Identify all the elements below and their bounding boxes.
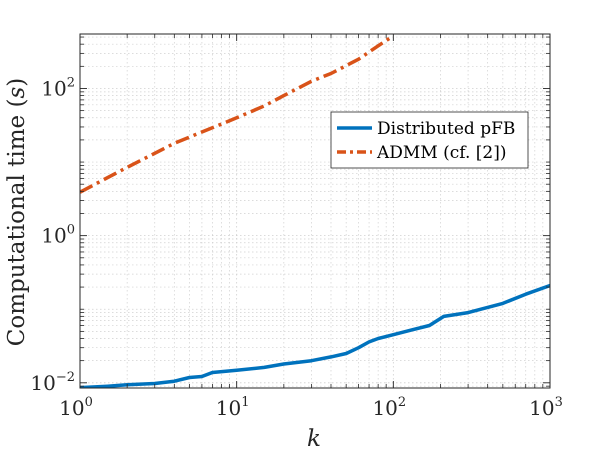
x-tick-label: 103 — [529, 395, 563, 420]
x-tick-label: 100 — [59, 395, 93, 420]
x-tick-label: 101 — [216, 395, 250, 420]
x-tick-exponent: 0 — [85, 395, 93, 410]
legend: Distributed pFB ADMM (cf. [2]) — [330, 111, 529, 169]
x-tick-exponent: 3 — [555, 395, 563, 410]
legend-box — [330, 111, 529, 169]
series-line-admm — [80, 34, 395, 194]
x-tick-label: 102 — [372, 395, 406, 420]
y-tick-base: 10 — [30, 371, 55, 395]
legend-label-admm: ADMM (cf. [2]) — [376, 143, 506, 163]
y-axis-label: Computational time (s) — [4, 78, 30, 347]
x-tick-base: 10 — [372, 396, 397, 420]
x-axis-label: k — [307, 426, 321, 452]
y-tick-exponent: 0 — [67, 223, 75, 238]
y-axis-label-text: Computational time — [4, 115, 30, 346]
x-tick-base: 10 — [529, 396, 554, 420]
plot-area — [80, 34, 550, 388]
y-tick-base: 10 — [41, 224, 66, 248]
x-tick-exponent: 1 — [241, 395, 249, 410]
x-tick-labels: 100 101 102 103 — [59, 395, 563, 420]
plot-border — [79, 33, 551, 389]
x-tick-exponent: 2 — [398, 395, 406, 410]
y-axis-label-unit: s — [4, 87, 30, 99]
series-layer — [80, 34, 550, 388]
legend-label-distributed-pfb: Distributed pFB — [377, 119, 515, 139]
series-line-distributed-pfb — [80, 283, 550, 388]
tick-marks — [79, 34, 551, 388]
minor-grid — [80, 34, 550, 388]
x-tick-base: 10 — [216, 396, 241, 420]
y-tick-base: 10 — [41, 76, 66, 100]
y-tick-label: 100 — [41, 223, 75, 248]
y-tick-exponent: 2 — [67, 75, 75, 90]
y-tick-exponent: −2 — [56, 370, 75, 385]
x-tick-base: 10 — [59, 396, 84, 420]
y-tick-label: 10−2 — [30, 370, 75, 395]
y-tick-label: 102 — [41, 75, 75, 100]
